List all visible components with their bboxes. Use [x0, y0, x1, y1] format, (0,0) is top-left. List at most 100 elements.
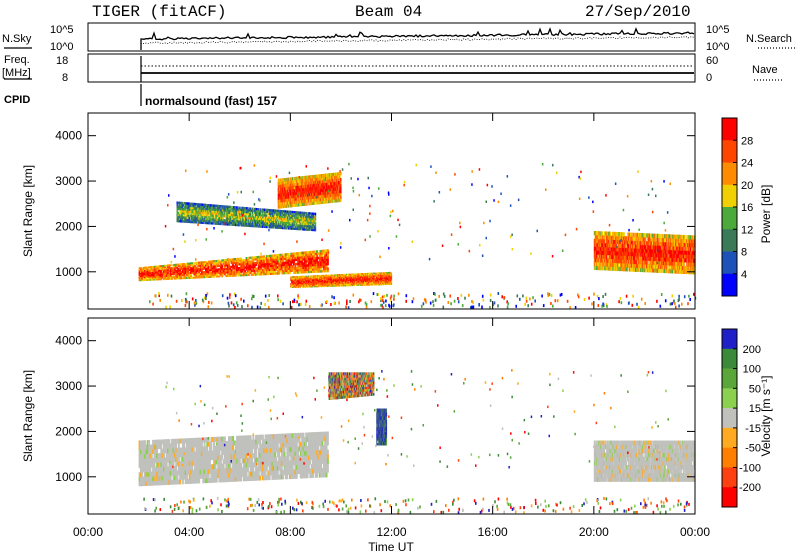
power-echo-cell: [354, 278, 356, 280]
power-echo-cell: [302, 255, 305, 259]
power-echo-cell: [296, 284, 298, 286]
power-echo-cell: [313, 221, 316, 224]
power-echo-cell: [196, 213, 198, 216]
power-echo-cell: [270, 256, 272, 260]
power-echo-cell: [248, 273, 251, 276]
power-echo-cell: [326, 182, 328, 186]
power-echo-cell: [222, 269, 225, 272]
power-echo-cell: [300, 215, 303, 218]
power-echo-cell: [292, 222, 295, 225]
power-echo-cell: [244, 222, 246, 225]
power-echo-cell: [301, 260, 304, 263]
power-echo-cell: [223, 223, 225, 226]
power-echo-cell: [190, 218, 192, 222]
power-echo-cell: [299, 284, 301, 286]
power-echo-cell: [173, 271, 176, 274]
power-echo-cell: [284, 212, 287, 215]
power-echo-cell: [319, 278, 321, 281]
power-echo-cell: [267, 254, 270, 258]
power-echo-cell: [180, 264, 183, 267]
power-echo-cell: [320, 279, 322, 282]
power-echo-cell: [309, 259, 312, 263]
power-echo-cell: [286, 261, 289, 264]
power-echo-cell: [149, 277, 152, 280]
power-echo-cell: [289, 267, 291, 270]
power-echo-cell: [317, 285, 319, 288]
power-echo-cell: [307, 212, 310, 215]
power-echo-cell: [312, 281, 315, 283]
power-echo-cell: [275, 268, 278, 271]
power-echo-cell: [181, 274, 184, 277]
power-echo-cell: [267, 222, 270, 225]
power-echo-cell: [295, 281, 297, 284]
power-echo-cell: [340, 274, 343, 276]
power-echo-cell: [339, 281, 341, 283]
power-echo-cell: [322, 282, 324, 284]
power-echo-cell: [218, 206, 220, 210]
power-echo-cell: [242, 218, 244, 221]
power-echo-cell: [248, 213, 250, 216]
power-echo-cell: [332, 275, 334, 278]
power-echo-cell: [314, 275, 316, 277]
power-echo-cell: [309, 270, 312, 274]
power-echo-cell: [318, 283, 320, 285]
power-echo-cell: [333, 278, 335, 280]
power-echo-cell: [317, 281, 319, 283]
power-echo-cell: [245, 220, 247, 223]
power-echo-cell: [322, 277, 325, 279]
power-echo-cell: [210, 260, 213, 263]
power-echo-cell: [264, 220, 266, 223]
power-echo-cell: [215, 210, 217, 213]
power-echo-cell: [264, 269, 267, 272]
power-echo-cell: [275, 262, 278, 265]
power-echo-cell: [314, 284, 316, 287]
power-echo-cell: [179, 205, 182, 209]
power-echo-cell: [261, 255, 264, 258]
power-echo-cell: [284, 225, 287, 228]
power-echo-cell: [304, 286, 307, 288]
power-echo-cell: [312, 221, 315, 224]
power-echo-cell: [271, 260, 274, 263]
power-echo-cell: [313, 227, 316, 230]
power-echo-cell: [179, 203, 182, 207]
power-echo-cell: [320, 276, 322, 278]
power-echo-cell: [173, 270, 176, 272]
power-echo-cell: [176, 201, 179, 204]
power-echo-cell: [149, 270, 152, 273]
power-echo-cell: [335, 282, 338, 285]
power-echo-cell: [275, 220, 278, 224]
power-echo-cell: [243, 220, 245, 223]
power-echo-cell: [301, 279, 304, 281]
power-echo-cell: [310, 268, 313, 271]
power-echo-cell: [179, 264, 182, 267]
power-echo-cell: [284, 214, 287, 217]
power-echo-cell: [260, 265, 263, 268]
power-echo-cell: [167, 278, 169, 280]
power-echo-cell: [252, 267, 255, 271]
power-echo-cell: [307, 283, 310, 286]
power-echo-cell: [293, 271, 295, 274]
power-echo-cell: [211, 265, 214, 268]
power-echo-cell: [283, 253, 286, 256]
power-echo-cell: [247, 216, 249, 220]
power-echo-cell: [332, 280, 334, 282]
power-echo-cell: [144, 266, 146, 269]
power-echo-cell: [324, 249, 327, 253]
power-echo-cell: [335, 275, 337, 278]
power-echo-cell: [247, 271, 249, 275]
power-echo-cell: [330, 284, 332, 286]
power-echo-cell: [286, 257, 289, 260]
power-echo-cell: [207, 219, 209, 223]
power-echo-cell: [265, 208, 267, 211]
power-echo-cell: [336, 281, 338, 283]
power-echo-cell: [214, 204, 216, 207]
power-echo-cell: [201, 211, 203, 214]
power-echo-cell: [349, 279, 351, 282]
power-echo-cell: [198, 209, 200, 212]
power-echo-cell: [293, 277, 295, 279]
power-echo-cell: [335, 280, 337, 282]
power-echo-cell: [281, 219, 284, 222]
power-echo-cell: [302, 251, 305, 255]
power-echo-cell: [244, 270, 247, 273]
power-echo-cell: [223, 262, 226, 265]
